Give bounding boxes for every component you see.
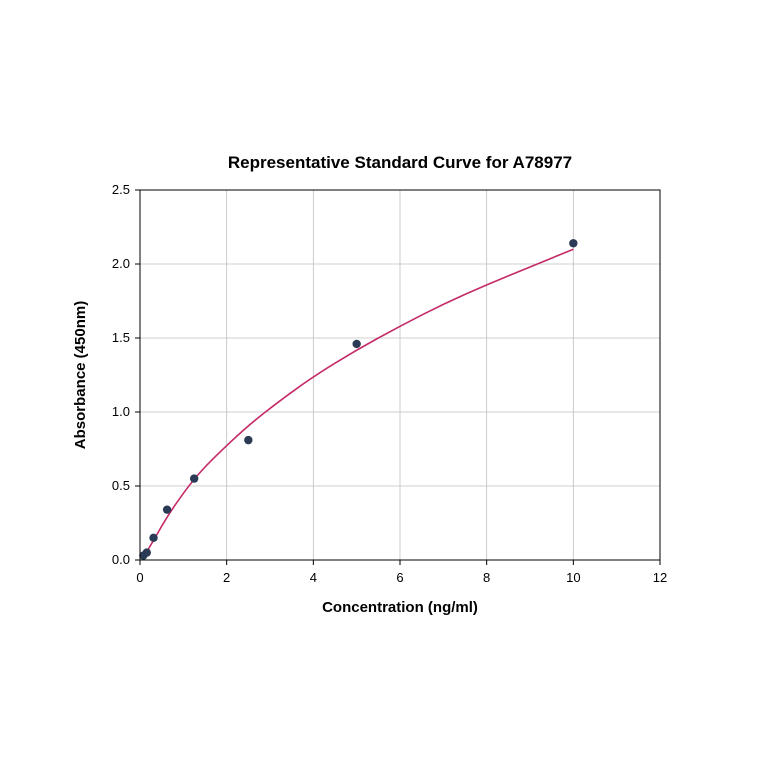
data-point [352, 340, 360, 348]
x-tick-label: 6 [396, 570, 403, 585]
x-tick-label: 2 [223, 570, 230, 585]
x-tick-label: 10 [566, 570, 580, 585]
standard-curve-chart: 0 2 4 6 8 10 12 0.0 0.5 1.0 1.5 2.0 2.5 Concentration… [0, 0, 764, 764]
y-tick-label: 0.0 [112, 552, 130, 567]
data-point [569, 239, 577, 247]
data-point [190, 474, 198, 482]
y-tick-label: 1.0 [112, 404, 130, 419]
x-tick-label: 8 [483, 570, 490, 585]
y-tick-label: 2.5 [112, 182, 130, 197]
data-point [143, 548, 151, 556]
y-tick-label: 0.5 [112, 478, 130, 493]
x-tick-label: 0 [136, 570, 143, 585]
chart-title: Representative Standard Curve for A78977 [228, 153, 572, 172]
chart-container: 0 2 4 6 8 10 12 0.0 0.5 1.0 1.5 2.0 2.5 Concentration… [0, 0, 764, 764]
data-point [163, 505, 171, 513]
y-axis-label: Absorbance (450nm) [72, 301, 89, 449]
x-tick-label: 4 [310, 570, 317, 585]
x-tick-label: 12 [653, 570, 667, 585]
y-tick-label: 2.0 [112, 256, 130, 271]
y-tick-label: 1.5 [112, 330, 130, 345]
data-point [244, 436, 252, 444]
x-axis-label: Concentration (ng/ml) [322, 599, 478, 616]
data-point [149, 534, 157, 542]
